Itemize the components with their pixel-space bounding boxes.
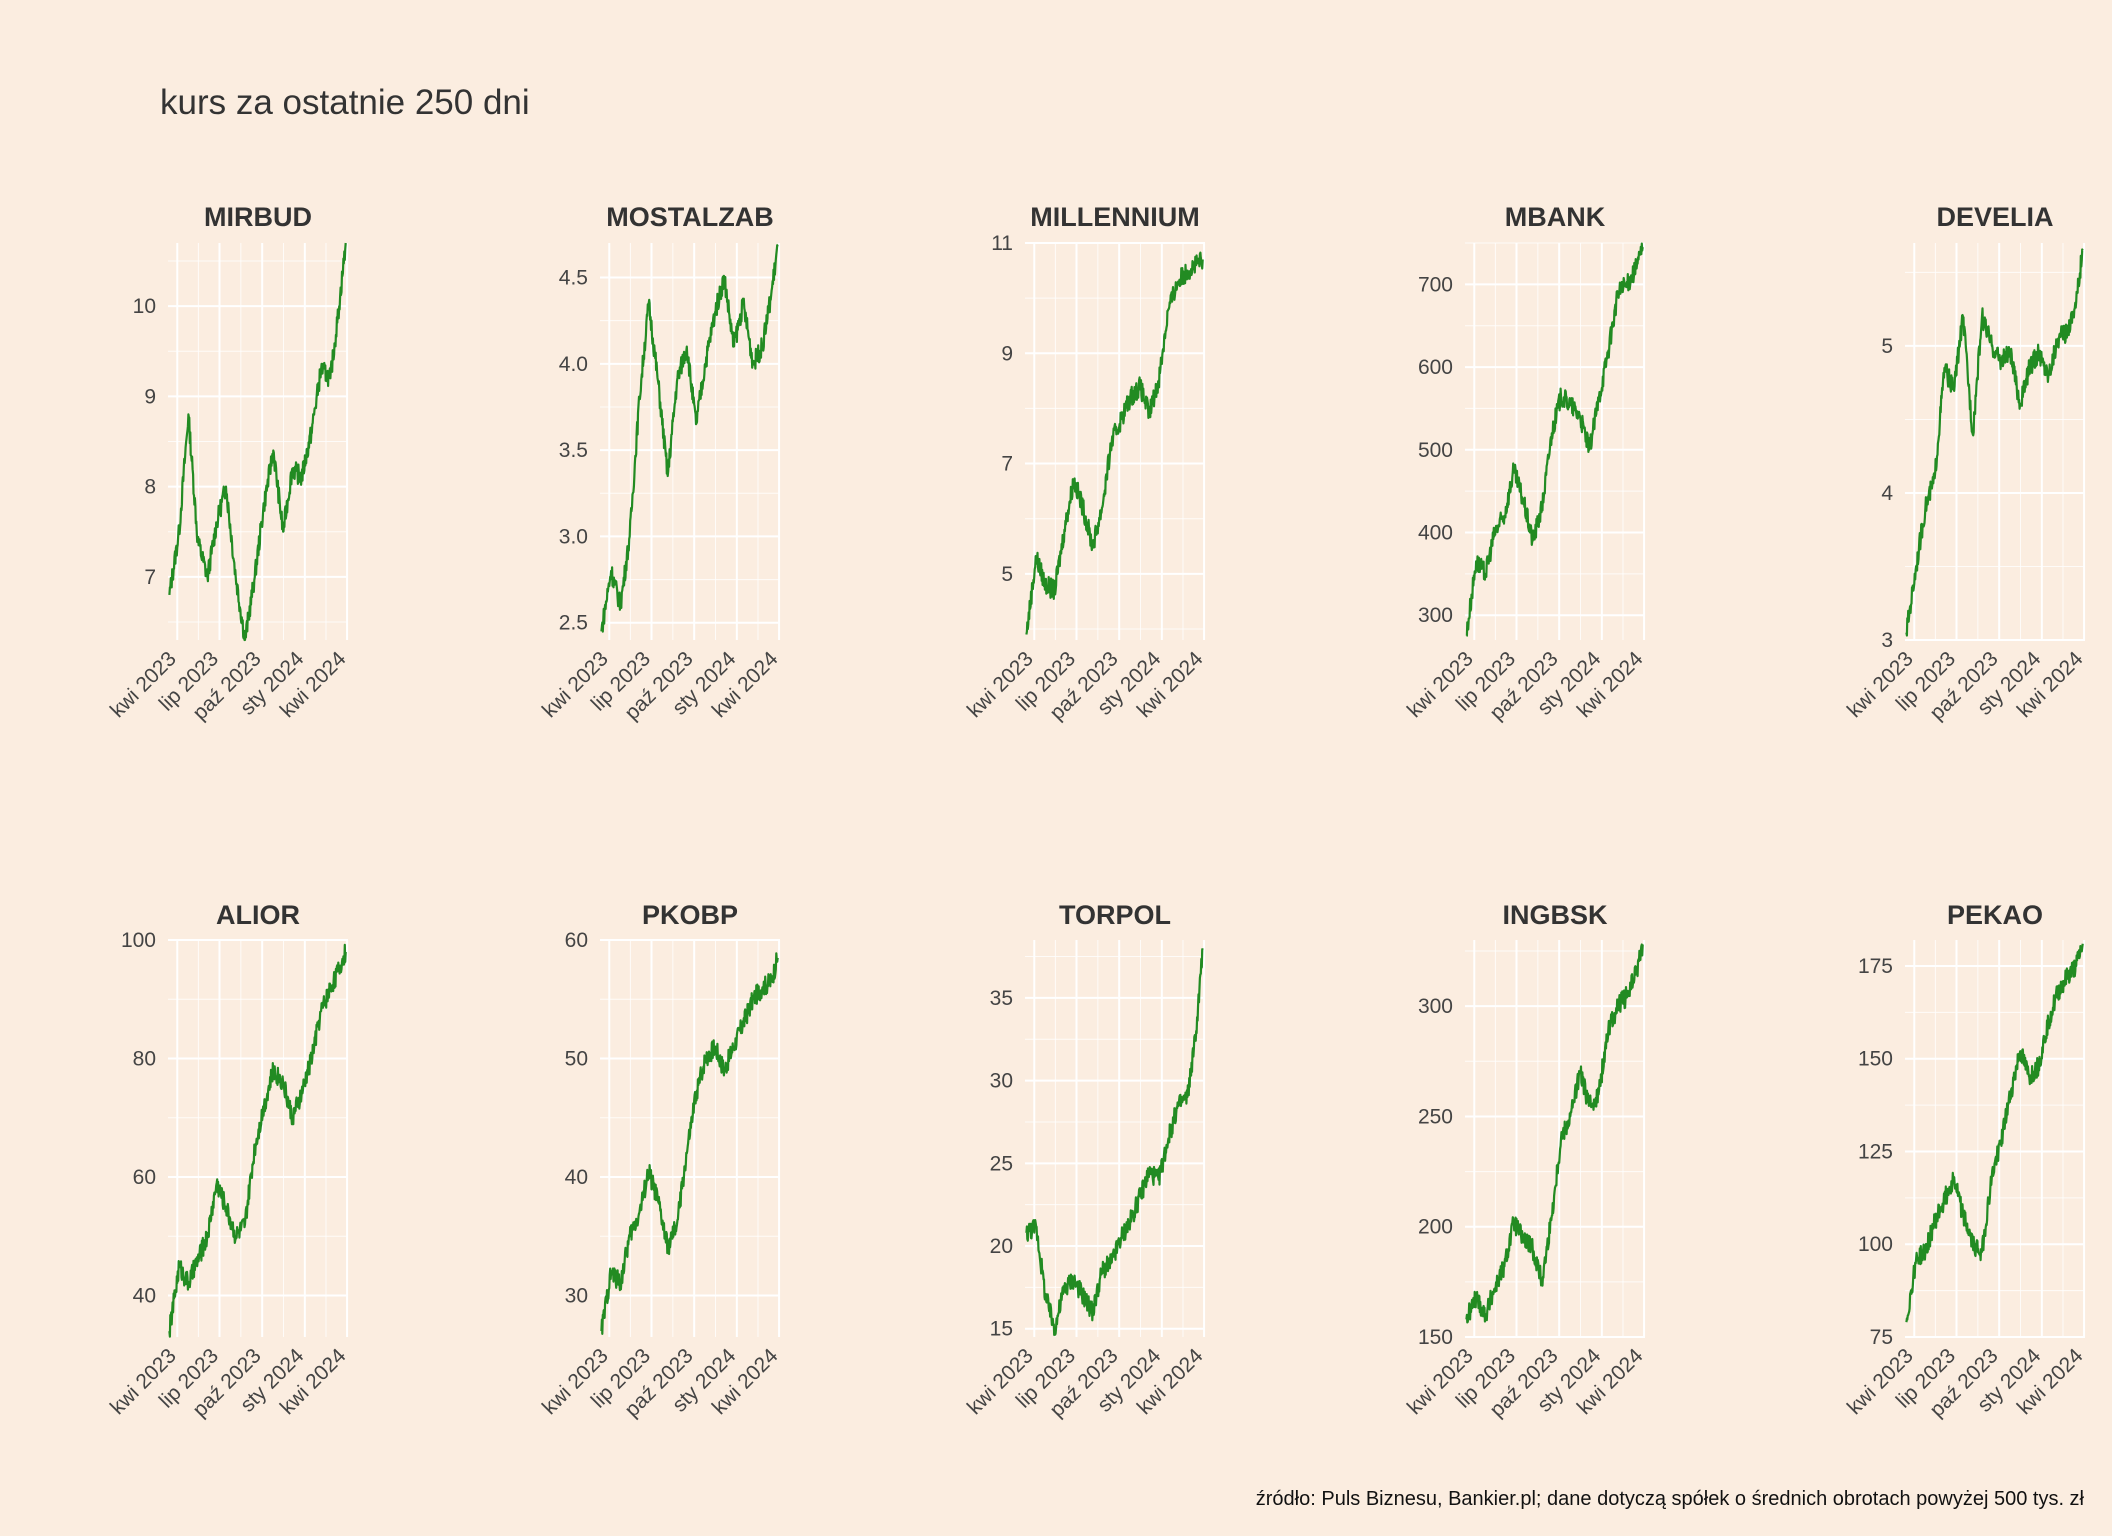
- price-line: [1905, 943, 2084, 1323]
- y-tick-label: 9: [144, 385, 156, 408]
- panel-title: MOSTALZAB: [606, 202, 773, 232]
- panel-title: MIRBUD: [204, 202, 312, 232]
- panel-title: TORPOL: [1059, 900, 1171, 930]
- y-tick-label: 600: [1418, 356, 1453, 379]
- y-tick-label: 60: [565, 929, 588, 952]
- y-tick-label: 3.0: [559, 525, 588, 548]
- y-tick-label: 700: [1418, 273, 1453, 296]
- y-tick-label: 3: [1881, 629, 1893, 652]
- y-tick-label: 500: [1418, 439, 1453, 462]
- y-tick-label: 100: [1858, 1233, 1893, 1256]
- price-line: [1025, 251, 1204, 635]
- price-line: [600, 244, 779, 633]
- panel-title: PKOBP: [642, 900, 738, 930]
- panel-title: INGBSK: [1502, 900, 1608, 930]
- y-tick-label: 9: [1001, 342, 1013, 365]
- y-tick-label: 4.5: [559, 267, 588, 290]
- panel-title: PEKAO: [1947, 900, 2043, 930]
- y-tick-label: 30: [990, 1070, 1013, 1093]
- y-tick-label: 50: [565, 1048, 588, 1071]
- y-tick-label: 30: [565, 1285, 588, 1308]
- price-line: [1465, 242, 1644, 637]
- price-line: [600, 952, 779, 1336]
- y-tick-label: 7: [1001, 453, 1013, 476]
- y-tick-label: 25: [990, 1152, 1013, 1175]
- y-tick-label: 150: [1858, 1048, 1893, 1071]
- y-tick-label: 2.5: [559, 612, 588, 635]
- y-tick-label: 60: [133, 1166, 156, 1189]
- y-tick-label: 250: [1418, 1105, 1453, 1128]
- y-tick-label: 80: [133, 1048, 156, 1071]
- y-tick-label: 35: [990, 987, 1013, 1010]
- y-tick-label: 8: [144, 476, 156, 499]
- y-tick-label: 4.0: [559, 353, 588, 376]
- y-tick-label: 3.5: [559, 439, 588, 462]
- y-tick-label: 75: [1870, 1326, 1893, 1349]
- y-tick-label: 150: [1418, 1326, 1453, 1349]
- y-tick-label: 11: [991, 232, 1013, 255]
- y-tick-label: 400: [1418, 521, 1453, 544]
- chart-title: kurs za ostatnie 250 dni: [160, 83, 530, 122]
- y-tick-label: 4: [1881, 482, 1893, 505]
- y-tick-label: 5: [1001, 563, 1013, 586]
- panel-title: MBANK: [1505, 202, 1606, 232]
- y-tick-label: 15: [990, 1318, 1013, 1341]
- y-tick-label: 125: [1858, 1140, 1893, 1163]
- panel-title: DEVELIA: [1936, 202, 2053, 232]
- y-tick-label: 175: [1858, 955, 1893, 978]
- price-line: [168, 242, 347, 642]
- y-tick-label: 100: [121, 929, 156, 952]
- price-line: [1465, 943, 1644, 1324]
- y-tick-label: 40: [565, 1166, 588, 1189]
- y-tick-label: 200: [1418, 1216, 1453, 1239]
- y-tick-label: 300: [1418, 604, 1453, 627]
- panel-title: ALIOR: [216, 900, 300, 930]
- y-tick-label: 10: [133, 295, 156, 318]
- y-tick-label: 7: [144, 566, 156, 589]
- y-tick-label: 40: [133, 1285, 156, 1308]
- y-tick-label: 5: [1881, 335, 1893, 358]
- source-caption: źródło: Puls Biznesu, Bankier.pl; dane d…: [1256, 1488, 2085, 1510]
- y-tick-label: 300: [1418, 995, 1453, 1018]
- price-line: [168, 943, 347, 1338]
- panel-title: MILLENNIUM: [1030, 202, 1199, 232]
- price-line: [1025, 947, 1204, 1337]
- price-line: [1905, 248, 2084, 637]
- y-tick-label: 20: [990, 1235, 1013, 1258]
